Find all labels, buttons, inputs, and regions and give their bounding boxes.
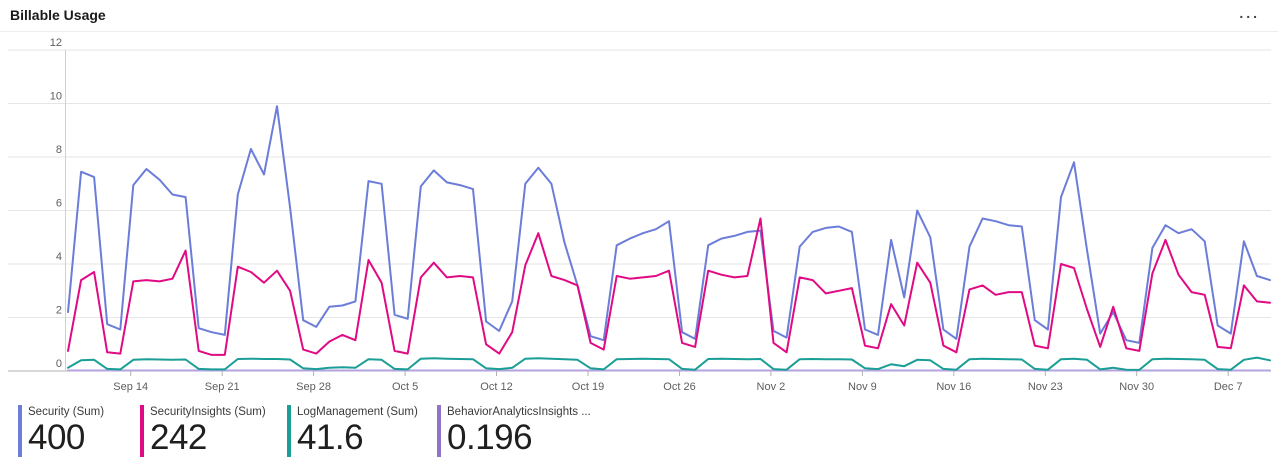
more-options-button[interactable]: ... — [1233, 2, 1266, 24]
x-axis-tick-label: Oct 19 — [572, 381, 604, 393]
x-axis-tick-label: Nov 30 — [1119, 381, 1154, 393]
ellipsis-icon: ... — [1239, 5, 1260, 21]
legend-series-label: Security (Sum) — [28, 406, 105, 418]
series-line-security — [67, 105, 1271, 344]
legend-series-label: LogManagement (Sum) — [297, 406, 418, 418]
legend-color-bar — [140, 405, 144, 457]
page-title: Billable Usage — [10, 7, 106, 23]
chart-legend: Security (Sum) 400 SecurityInsights (Sum… — [0, 402, 1278, 468]
y-axis-tick-label: 8 — [56, 144, 62, 156]
x-axis-tick-label: Oct 5 — [392, 381, 418, 393]
x-axis-tick-label: Sep 14 — [113, 381, 148, 393]
legend-series-label: SecurityInsights (Sum) — [150, 406, 266, 418]
x-axis-tick-label: Dec 7 — [1214, 381, 1243, 393]
legend-series-total: 41.6 — [297, 418, 364, 457]
y-axis-tick-label: 2 — [56, 305, 62, 317]
x-axis-tick-label: Sep 21 — [205, 381, 240, 393]
chart-svg: 0 2 4 6 8 10 12 Sep 14 Sep 21 Sep 28 Oct 5 Oct 12 Oc… — [8, 37, 1271, 393]
legend-item-log-management[interactable]: LogManagement (Sum) 41.6 — [287, 405, 418, 457]
x-axis-tick-label: Nov 16 — [936, 381, 971, 393]
legend-series-total: 242 — [150, 418, 207, 457]
x-axis-tick-label: Nov 23 — [1028, 381, 1063, 393]
x-axis-tick-label: Oct 12 — [480, 381, 512, 393]
y-axis-tick-label: 0 — [56, 358, 62, 370]
y-axis-tick-label: 10 — [50, 91, 62, 103]
card-header: Billable Usage ... — [0, 0, 1278, 32]
usage-line-chart[interactable]: 0 2 4 6 8 10 12 Sep 14 Sep 21 Sep 28 Oct 5 Oct 12 Oc… — [0, 32, 1278, 400]
legend-series-total: 0.196 — [447, 418, 533, 457]
legend-color-bar — [437, 405, 441, 457]
y-axis-tick-label: 6 — [56, 198, 62, 210]
legend-item-security-insights[interactable]: SecurityInsights (Sum) 242 — [140, 405, 266, 457]
legend-series-total: 400 — [28, 418, 85, 457]
y-axis-tick-label: 12 — [50, 37, 62, 49]
x-axis-tick-label: Nov 9 — [848, 381, 877, 393]
x-axis-tick-label: Sep 28 — [296, 381, 331, 393]
x-axis-tick-label: Oct 26 — [663, 381, 695, 393]
legend-color-bar — [287, 405, 291, 457]
legend-item-behavior-analytics[interactable]: BehaviorAnalyticsInsights ... 0.196 — [437, 405, 591, 457]
series-line-log-management — [67, 356, 1271, 371]
legend-color-bar — [18, 405, 22, 457]
y-axis-tick-label: 4 — [56, 251, 62, 263]
legend-item-security[interactable]: Security (Sum) 400 — [18, 405, 104, 457]
series-line-security-insights — [67, 217, 1271, 356]
x-axis-tick-label: Nov 2 — [757, 381, 786, 393]
legend-series-label: BehaviorAnalyticsInsights ... — [447, 406, 591, 418]
